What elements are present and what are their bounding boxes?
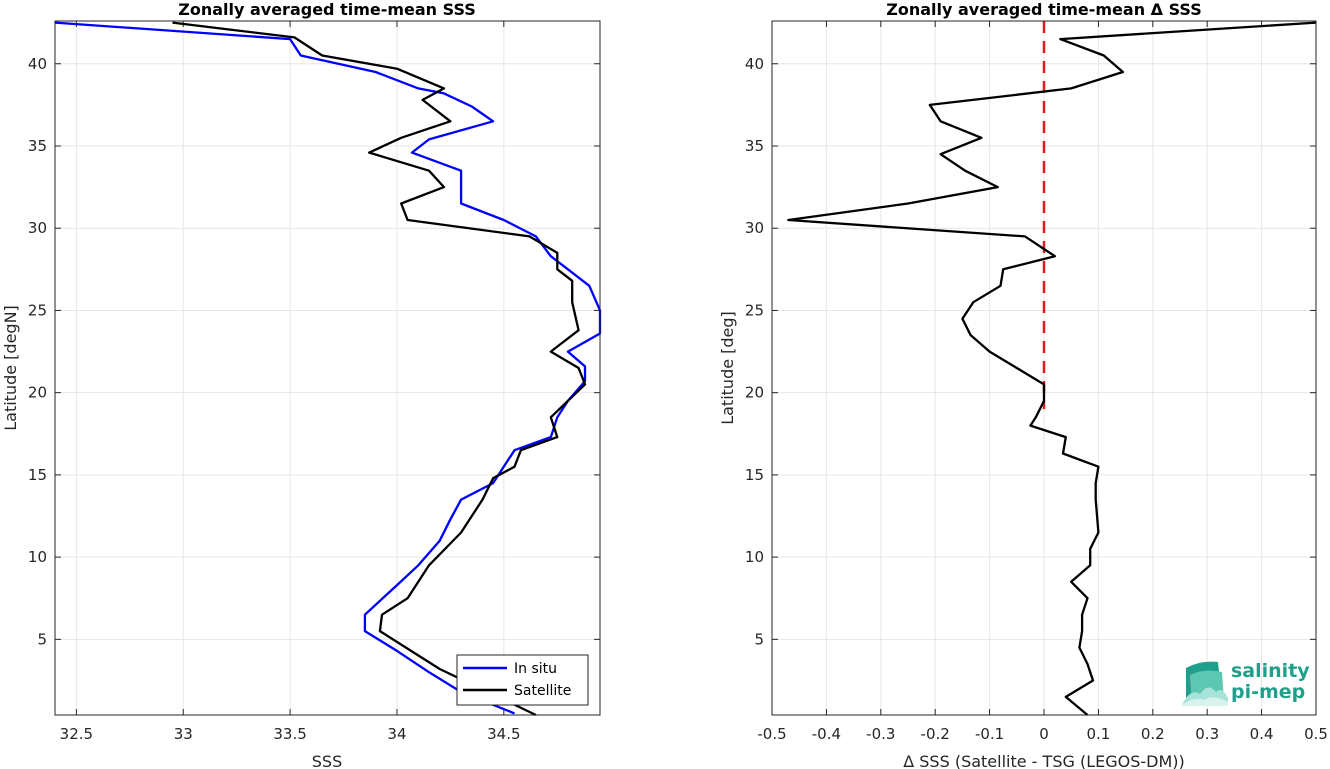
x-tick-label: 34.5 bbox=[487, 725, 520, 743]
legend-label-in-situ: In situ bbox=[514, 661, 557, 677]
x-tick-label: 0.4 bbox=[1250, 725, 1274, 743]
x-tick-label: -0.4 bbox=[812, 725, 841, 743]
wave-icon bbox=[1182, 661, 1228, 706]
x-tick-label: 33 bbox=[174, 725, 193, 743]
logo-line-1: salinity bbox=[1231, 660, 1310, 682]
y-tick-label: 20 bbox=[745, 384, 764, 402]
x-tick-label: 0 bbox=[1039, 725, 1049, 743]
y-tick-label: 30 bbox=[28, 219, 47, 237]
y-tick-label: 5 bbox=[37, 630, 47, 648]
y-tick-label: 40 bbox=[745, 55, 764, 73]
x-tick-label: 0.3 bbox=[1195, 725, 1219, 743]
salinity-pi-mep-logo: salinity pi-mep bbox=[1182, 660, 1310, 706]
left-axes-box bbox=[54, 20, 601, 716]
x-tick-label: -0.1 bbox=[975, 725, 1004, 743]
satellite-series-line bbox=[172, 21, 587, 717]
y-tick-label: 15 bbox=[28, 466, 47, 484]
x-tick-label: -0.2 bbox=[921, 725, 950, 743]
right-series bbox=[787, 21, 1317, 716]
y-tick-label: 25 bbox=[745, 301, 764, 319]
y-tick-label: 35 bbox=[28, 137, 47, 155]
right-chart-title: Zonally averaged time-mean Δ SSS bbox=[886, 0, 1202, 19]
left-y-axis-label: Latitude [degN] bbox=[1, 305, 20, 431]
left-grid bbox=[55, 21, 600, 715]
logo-line-2: pi-mep bbox=[1231, 681, 1305, 703]
delta-sss-series-line bbox=[787, 21, 1317, 716]
left-x-axis-label: SSS bbox=[312, 752, 342, 769]
legend: In situ Satellite bbox=[456, 654, 589, 706]
left-panel: 32.5 33 33.5 34 34.5 5 10 15 20 25 30 35 40 Zonally … bbox=[1, 0, 602, 769]
right-y-axis-label: Latitude [deg] bbox=[718, 311, 737, 425]
y-tick-label: 10 bbox=[28, 548, 47, 566]
y-tick-label: 25 bbox=[28, 301, 47, 319]
x-tick-label: 0.5 bbox=[1304, 725, 1328, 743]
y-tick-label: 20 bbox=[28, 384, 47, 402]
x-tick-label: 0.2 bbox=[1141, 725, 1165, 743]
x-tick-label: -0.3 bbox=[866, 725, 895, 743]
legend-label-satellite: Satellite bbox=[514, 683, 571, 699]
y-tick-label: 10 bbox=[745, 548, 764, 566]
y-tick-label: 35 bbox=[745, 137, 764, 155]
right-ticks: -0.5 -0.4 -0.3 -0.2 -0.1 0 0.1 0.2 0.3 0.4 0.5 5 10 1… bbox=[745, 21, 1328, 743]
legend-box bbox=[456, 654, 589, 706]
left-plot-area bbox=[55, 21, 600, 715]
x-tick-label: 33.5 bbox=[273, 725, 306, 743]
left-ticks: 32.5 33 33.5 34 34.5 5 10 15 20 25 30 35 40 bbox=[28, 21, 600, 743]
right-x-axis-label: Δ SSS (Satellite - TSG (LEGOS-DM)) bbox=[903, 752, 1185, 769]
x-tick-label: 34 bbox=[387, 725, 406, 743]
right-axes-box bbox=[771, 20, 1317, 716]
y-tick-label: 15 bbox=[745, 466, 764, 484]
x-tick-label: 0.1 bbox=[1086, 725, 1110, 743]
y-tick-label: 5 bbox=[754, 630, 764, 648]
x-tick-label: 32.5 bbox=[60, 725, 93, 743]
left-chart-title: Zonally averaged time-mean SSS bbox=[178, 0, 476, 19]
y-tick-label: 40 bbox=[28, 55, 47, 73]
y-tick-label: 30 bbox=[745, 219, 764, 237]
x-tick-label: -0.5 bbox=[757, 725, 786, 743]
right-panel: -0.5 -0.4 -0.3 -0.2 -0.1 0 0.1 0.2 0.3 0.4 0.5 5 10 1… bbox=[718, 0, 1328, 769]
